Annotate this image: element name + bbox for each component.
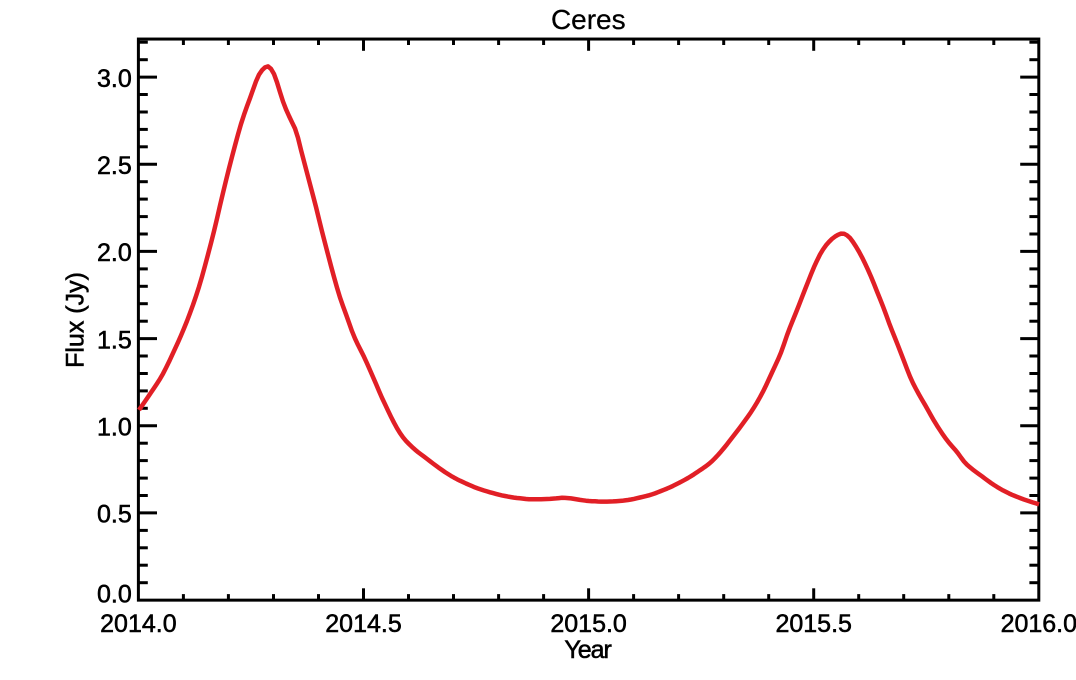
svg-text:0.5: 0.5 [97, 501, 132, 529]
svg-text:2.0: 2.0 [97, 239, 132, 267]
svg-text:2015.5: 2015.5 [775, 610, 851, 638]
svg-text:2014.0: 2014.0 [100, 610, 176, 638]
svg-text:1.0: 1.0 [97, 414, 132, 442]
svg-text:2016.0: 2016.0 [1001, 610, 1076, 638]
svg-text:2.5: 2.5 [97, 152, 132, 180]
svg-text:0.0: 0.0 [97, 580, 132, 608]
svg-text:Ceres: Ceres [551, 4, 626, 35]
svg-text:Flux (Jy): Flux (Jy) [61, 272, 89, 368]
svg-text:2014.5: 2014.5 [325, 610, 401, 638]
svg-text:3.0: 3.0 [97, 65, 132, 93]
svg-text:Year: Year [564, 636, 611, 664]
svg-text:1.5: 1.5 [97, 326, 132, 354]
svg-text:2015.0: 2015.0 [550, 610, 626, 638]
